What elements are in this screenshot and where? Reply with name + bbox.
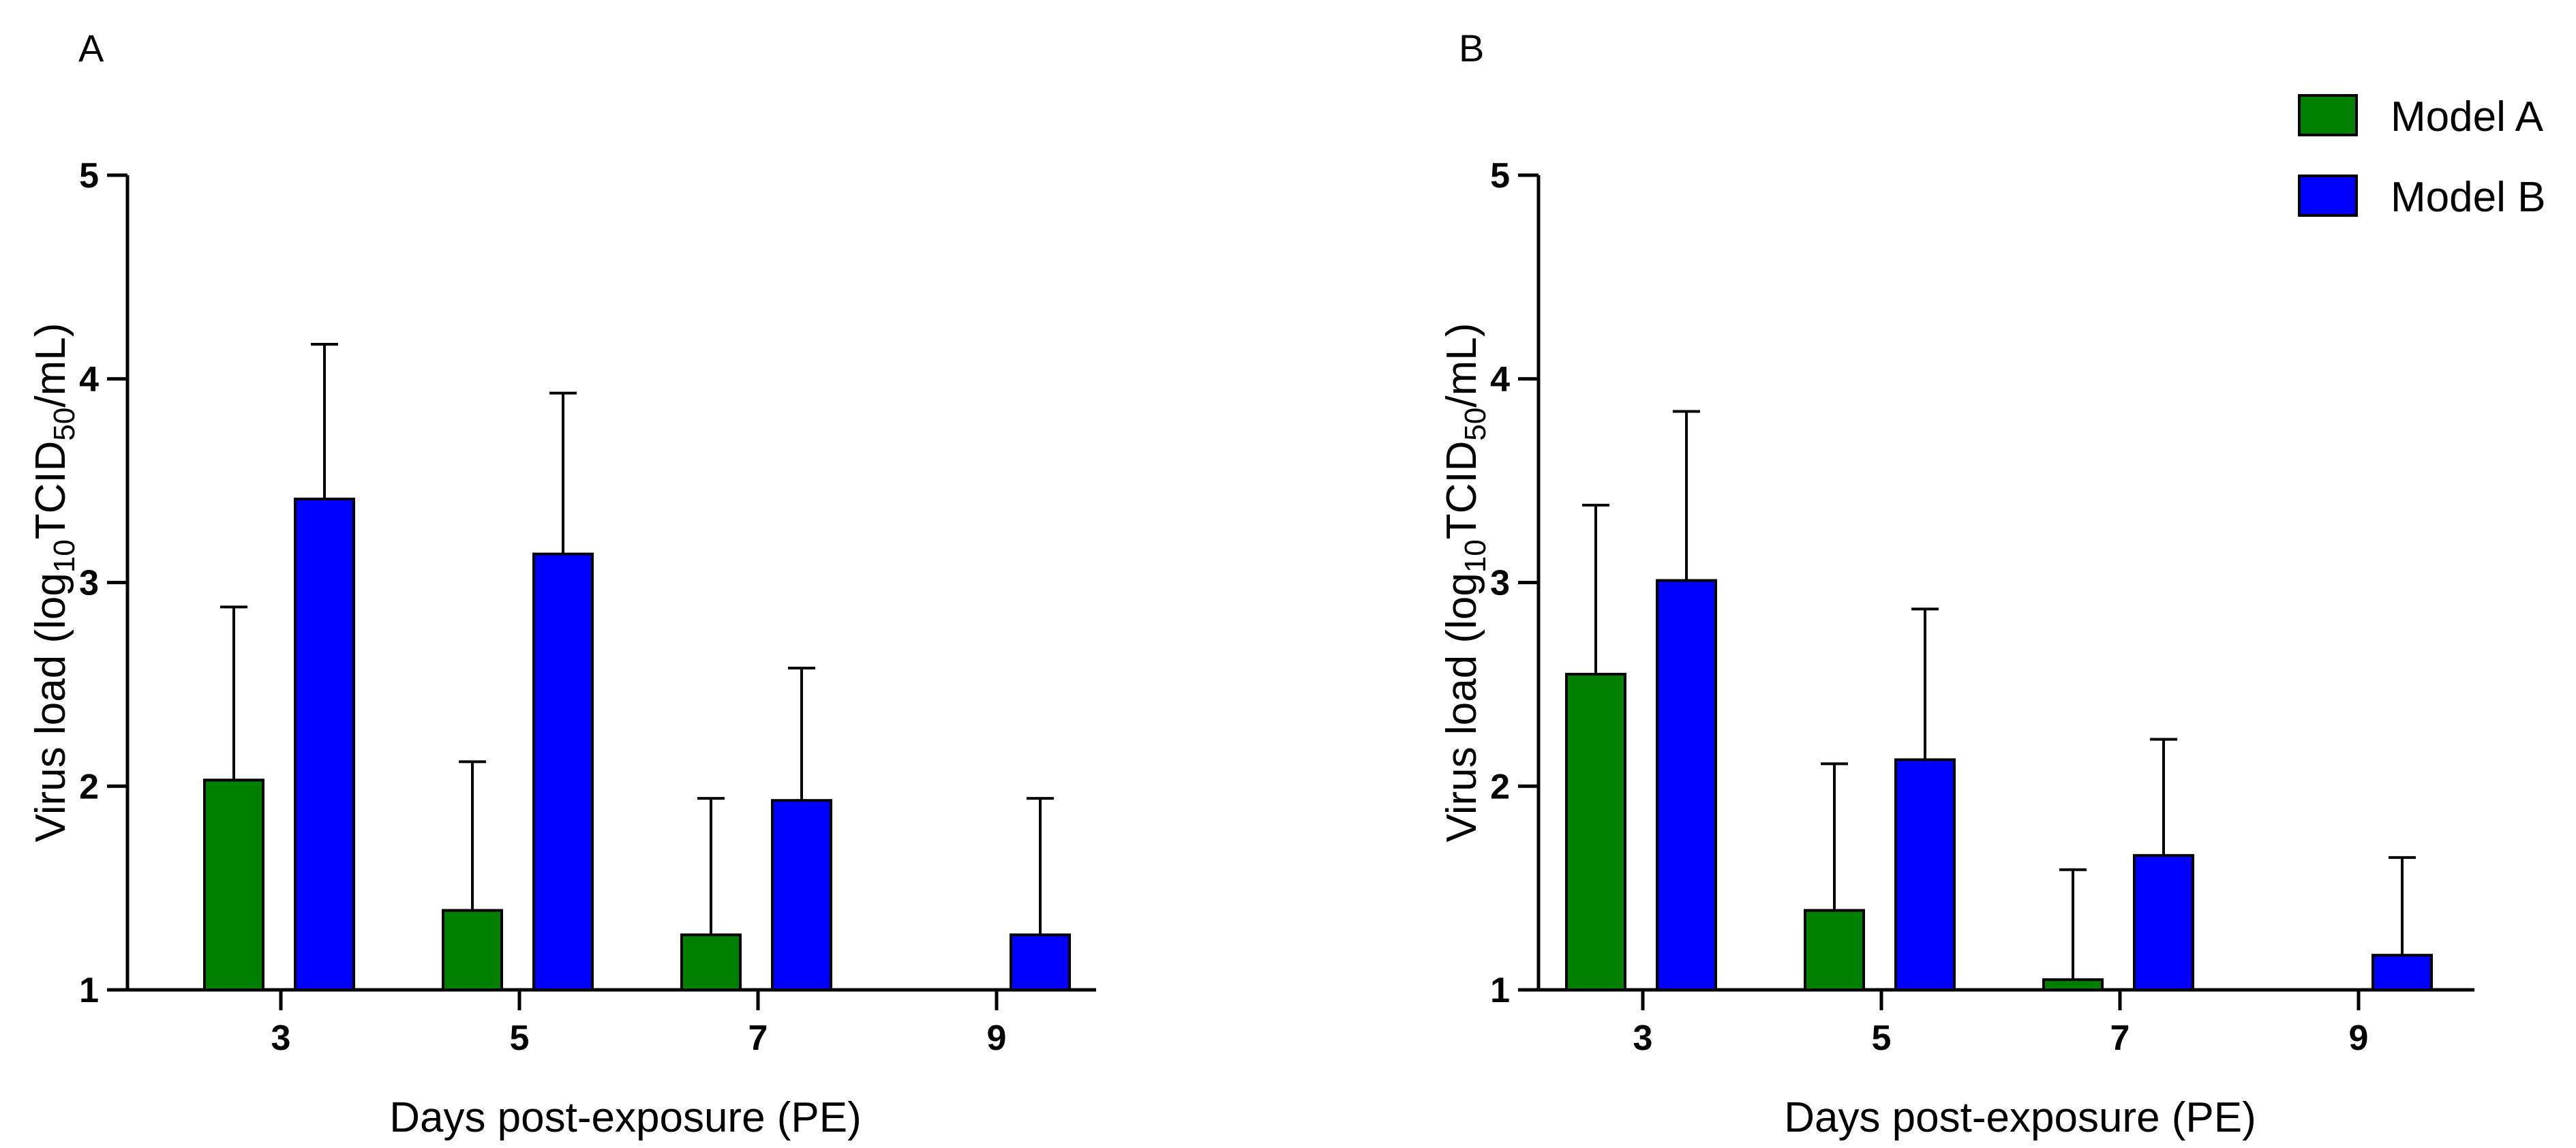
- bar-model-a-day-3: [1565, 672, 1626, 991]
- y-tick-label: 1: [1490, 971, 1510, 1010]
- x-tick-label: 5: [1872, 1018, 1892, 1058]
- bar-model-a-day-7: [2042, 978, 2104, 991]
- y-axis-title-end: /mL): [1438, 323, 1485, 408]
- bar-model-b-day-3: [294, 498, 355, 991]
- y-tick-label: 4: [79, 360, 99, 399]
- y-axis-title-end: /mL): [27, 323, 74, 408]
- bar-model-b-day-3: [1656, 579, 1717, 991]
- y-tick-label: 4: [1490, 360, 1510, 399]
- legend-label: Model A: [2391, 93, 2544, 140]
- x-axis-title: Days post-exposure (PE): [1784, 1094, 2256, 1141]
- y-axis-title: Virus load (log10TCID50/mL): [1438, 323, 1492, 843]
- x-tick-label: 9: [2349, 1018, 2369, 1058]
- y-axis-title-mid: TCID: [1438, 441, 1485, 540]
- y-tick-label: 2: [79, 767, 99, 806]
- legend: Model A Model B: [2298, 93, 2545, 221]
- bar-model-a-day-3: [203, 779, 264, 991]
- y-tick-label: 5: [1490, 156, 1510, 196]
- bar-model-a-day-5: [1804, 909, 1865, 992]
- y-tick-label: 2: [1490, 767, 1510, 806]
- panel-b: B 1 2 3 4 5 3 5 7 9 Days post-exposure (PE) Virus l…: [1438, 27, 2474, 1141]
- y-tick-label: 5: [79, 156, 99, 196]
- bar-model-a-day-7: [680, 933, 742, 992]
- bar-model-b-day-9: [2372, 954, 2433, 992]
- legend-swatch-model-b: [2298, 175, 2358, 217]
- x-tick-label: 9: [987, 1018, 1007, 1058]
- x-tick-label: 3: [271, 1018, 291, 1058]
- x-tick-label: 7: [748, 1018, 768, 1058]
- bar-model-b-day-5: [532, 552, 594, 991]
- y-axis-title-mid: TCID: [27, 441, 74, 540]
- y-axis-title-sub1: 10: [48, 539, 81, 573]
- y-tick-label: 3: [1490, 564, 1510, 603]
- bar-model-b-day-9: [1010, 933, 1071, 992]
- bar-model-a-day-5: [442, 909, 503, 992]
- y-tick-label: 3: [79, 564, 99, 603]
- y-axis-title-sub1: 10: [1459, 539, 1492, 573]
- x-tick-label: 5: [510, 1018, 530, 1058]
- legend-swatch-model-a: [2298, 94, 2358, 136]
- y-axis-title-main: Virus load (log: [27, 573, 74, 842]
- y-axis-title-sub2: 50: [48, 408, 81, 441]
- legend-label: Model B: [2391, 174, 2545, 221]
- bar-model-b-day-5: [1894, 758, 1956, 991]
- panel-letter: B: [1459, 27, 1484, 70]
- y-tick-label: 1: [79, 971, 99, 1010]
- y-axis-title-sub2: 50: [1459, 408, 1492, 441]
- panel-letter: A: [78, 27, 104, 70]
- bar-model-b-day-7: [771, 799, 832, 991]
- x-tick-label: 7: [2110, 1018, 2130, 1058]
- panel-a: A 1 2 3 4 5 3 5 7 9 Days post-exposure (PE) Virus l…: [27, 27, 1096, 1141]
- bar-model-b-day-7: [2133, 854, 2194, 991]
- x-tick-label: 3: [1633, 1018, 1653, 1058]
- y-axis-title-main: Virus load (log: [1438, 573, 1485, 842]
- x-axis-title: Days post-exposure (PE): [389, 1094, 862, 1141]
- y-axis-title: Virus load (log10TCID50/mL): [27, 323, 81, 843]
